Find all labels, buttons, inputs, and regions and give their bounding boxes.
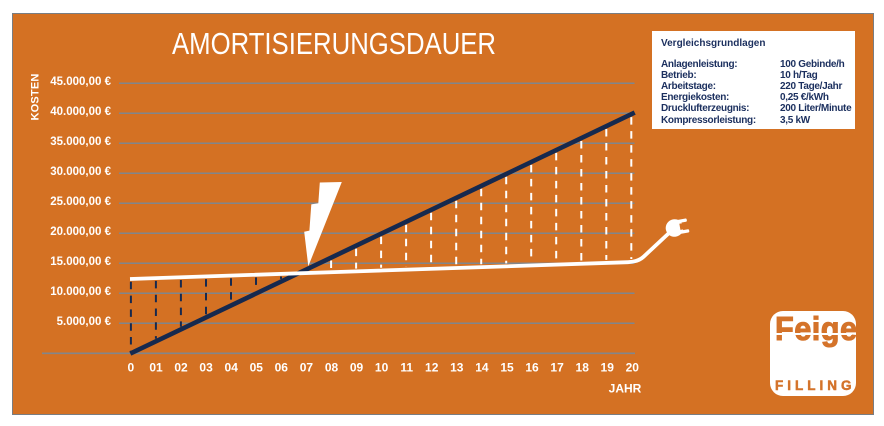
svg-text:10.000,00 €: 10.000,00 €	[50, 286, 111, 298]
svg-text:0: 0	[128, 361, 135, 375]
svg-text:35.000,00 €: 35.000,00 €	[50, 136, 111, 148]
svg-text:03: 03	[199, 361, 213, 375]
svg-text:05: 05	[250, 361, 264, 375]
svg-text:17: 17	[550, 361, 564, 375]
svg-text:14: 14	[475, 361, 489, 375]
svg-text:13: 13	[450, 361, 464, 375]
svg-text:01: 01	[149, 361, 163, 375]
svg-text:09: 09	[350, 361, 364, 375]
svg-text:08: 08	[325, 361, 339, 375]
svg-text:JAHR: JAHR	[609, 382, 642, 396]
svg-text:5.000,00 €: 5.000,00 €	[57, 316, 112, 328]
svg-text:20: 20	[626, 361, 640, 375]
svg-text:06: 06	[275, 361, 289, 375]
svg-text:07: 07	[300, 361, 314, 375]
svg-text:16: 16	[525, 361, 539, 375]
svg-text:30.000,00 €: 30.000,00 €	[50, 166, 111, 178]
svg-text:40.000,00 €: 40.000,00 €	[50, 106, 111, 118]
svg-text:12: 12	[425, 361, 439, 375]
svg-text:KOSTEN: KOSTEN	[29, 73, 41, 120]
svg-text:18: 18	[576, 361, 590, 375]
svg-text:11: 11	[400, 361, 413, 375]
svg-text:15.000,00 €: 15.000,00 €	[50, 256, 111, 268]
svg-text:10: 10	[375, 361, 389, 375]
svg-text:25.000,00 €: 25.000,00 €	[50, 196, 111, 208]
svg-text:19: 19	[601, 361, 615, 375]
svg-text:20.000,00 €: 20.000,00 €	[50, 226, 111, 238]
svg-text:02: 02	[174, 361, 188, 375]
svg-text:15: 15	[500, 361, 514, 375]
svg-text:45.000,00 €: 45.000,00 €	[50, 76, 111, 88]
svg-text:04: 04	[225, 361, 239, 375]
